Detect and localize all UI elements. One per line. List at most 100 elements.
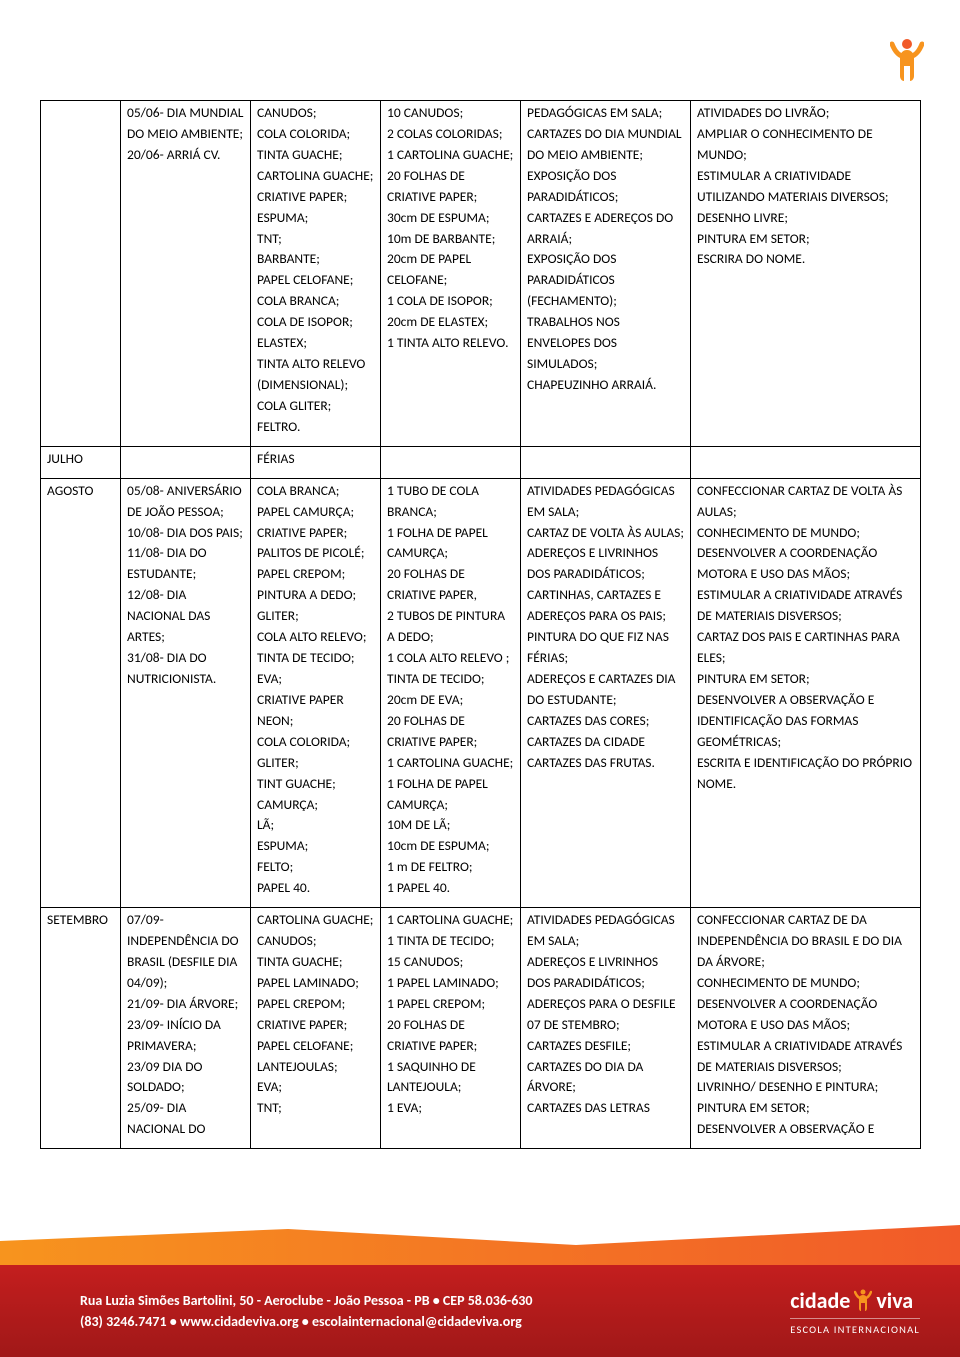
cell-line: DESENVOLVER A COORDENAÇÃO MOTORA E USO D… bbox=[697, 994, 914, 1036]
cell-line: 25/09- DIA NACIONAL DO bbox=[127, 1098, 244, 1140]
cell-line: 1 COLA ALTO RELEVO ; bbox=[387, 648, 514, 669]
table-cell: 05/06- DIA MUNDIAL DO MEIO AMBIENTE;20/0… bbox=[121, 101, 251, 447]
cell-line: CARTAZ DE VOLTA ÀS AULAS; bbox=[527, 523, 684, 544]
cell-line: PAPEL CELOFANE; bbox=[257, 270, 374, 291]
cell-line: JULHO bbox=[47, 449, 114, 470]
cell-line: LANTEJOULAS; bbox=[257, 1057, 374, 1078]
table-cell: JULHO bbox=[41, 446, 121, 478]
cell-line: 30cm DE ESPUMA; bbox=[387, 208, 514, 229]
cell-line: 10cm DE ESPUMA; bbox=[387, 836, 514, 857]
cell-line: CAMURÇA; bbox=[257, 795, 374, 816]
cell-line: PALITOS DE PICOLÉ; bbox=[257, 543, 374, 564]
cell-line: 20 FOLHAS DE CRIATIVE PAPER; bbox=[387, 166, 514, 208]
cell-line: CARTAZES DESFILE; bbox=[527, 1036, 684, 1057]
cell-line: 10 CANUDOS; bbox=[387, 103, 514, 124]
person-icon bbox=[890, 38, 924, 86]
table-cell: FÉRIAS bbox=[251, 446, 381, 478]
cell-line: CARTOLINA GUACHE; bbox=[257, 166, 374, 187]
cell-line: FELTRO. bbox=[257, 417, 374, 438]
footer-logo: cidade viva ESCOLA INTERNACIONAL bbox=[790, 1287, 920, 1336]
cell-line: ESCRITA E IDENTIFICAÇÃO DO PRÓPRIO NOME. bbox=[697, 753, 914, 795]
cell-line: PINTURA EM SETOR; bbox=[697, 229, 914, 250]
cell-line: TINTA DE TECIDO; bbox=[387, 669, 514, 690]
document-content: 05/06- DIA MUNDIAL DO MEIO AMBIENTE;20/0… bbox=[0, 0, 960, 1149]
table-row: SETEMBRO07/09- INDEPENDÊNCIA DO BRASIL (… bbox=[41, 908, 921, 1149]
cell-line: ESTIMULAR A CRIATIVIDADE ATRAVÉS DE MATE… bbox=[697, 1036, 914, 1078]
cell-line: LIVRINHO/ DESENHO E PINTURA; bbox=[697, 1077, 914, 1098]
cell-line: CARTAZES E ADEREÇOS DO ARRAIÁ; bbox=[527, 208, 684, 250]
footer-contact: Rua Luzia Simões Bartolini, 50 - Aeroclu… bbox=[80, 1290, 533, 1332]
brand-word-2: viva bbox=[876, 1287, 913, 1314]
footer-wave bbox=[0, 1225, 960, 1265]
cell-line: EXPOSIÇÃO DOS PARADIDÁTICOS (FECHAMENTO)… bbox=[527, 249, 684, 312]
table-cell bbox=[41, 101, 121, 447]
cell-line: BARBANTE; bbox=[257, 249, 374, 270]
cell-line: 20 FOLHAS DE CRIATIVE PAPER, bbox=[387, 564, 514, 606]
cell-line: 1 CARTOLINA GUACHE; bbox=[387, 753, 514, 774]
cell-line: ESPUMA; bbox=[257, 208, 374, 229]
cell-line: PAPEL CREPOM; bbox=[257, 994, 374, 1015]
cell-line: TINT GUACHE; bbox=[257, 774, 374, 795]
footer-address: Rua Luzia Simões Bartolini, 50 - Aeroclu… bbox=[80, 1292, 533, 1309]
cell-line: PINTURA A DEDO; bbox=[257, 585, 374, 606]
cell-line: 23/09- INÍCIO DA PRIMAVERA; bbox=[127, 1015, 244, 1057]
cell-line: CARTOLINA GUACHE; bbox=[257, 910, 374, 931]
cell-line: COLA DE ISOPOR; bbox=[257, 312, 374, 333]
cell-line: DESENHO LIVRE; bbox=[697, 208, 914, 229]
table-cell bbox=[121, 446, 251, 478]
cell-line: COLA BRANCA; bbox=[257, 481, 374, 502]
cell-line: 1 TUBO DE COLA BRANCA; bbox=[387, 481, 514, 523]
cell-line: 2 COLAS COLORIDAS; bbox=[387, 124, 514, 145]
cell-line: AGOSTO bbox=[47, 481, 114, 502]
cell-line: DESENVOLVER A COORDENAÇÃO MOTORA E USO D… bbox=[697, 543, 914, 585]
cell-line: PAPEL CELOFANE; bbox=[257, 1036, 374, 1057]
cell-line: CARTAZES DO DIA DA ÁRVORE; bbox=[527, 1057, 684, 1099]
cell-line: 05/06- DIA MUNDIAL DO MEIO AMBIENTE; bbox=[127, 103, 244, 145]
cell-line: CARTAZES DAS LETRAS bbox=[527, 1098, 684, 1119]
cell-line: LÃ; bbox=[257, 815, 374, 836]
table-cell bbox=[521, 446, 691, 478]
table-cell bbox=[381, 446, 521, 478]
cell-line: COLA GLITER; bbox=[257, 396, 374, 417]
cell-line: 1 EVA; bbox=[387, 1098, 514, 1119]
table-cell: 1 TUBO DE COLA BRANCA;1 FOLHA DE PAPEL C… bbox=[381, 478, 521, 907]
table-cell: ATIVIDADES DO LIVRÃO;AMPLIAR O CONHECIME… bbox=[691, 101, 921, 447]
cell-line: TNT; bbox=[257, 229, 374, 250]
cell-line: ATIVIDADES DO LIVRÃO; bbox=[697, 103, 914, 124]
cell-line: 1 PAPEL 40. bbox=[387, 878, 514, 899]
cell-line: CONHECIMENTO DE MUNDO; bbox=[697, 523, 914, 544]
table-cell: 10 CANUDOS;2 COLAS COLORIDAS;1 CARTOLINA… bbox=[381, 101, 521, 447]
cell-line: CRIATIVE PAPER; bbox=[257, 187, 374, 208]
cell-line: ESCRIRA DO NOME. bbox=[697, 249, 914, 270]
cell-line: 1 PAPEL LAMINADO; bbox=[387, 973, 514, 994]
cell-line: PINTURA EM SETOR; bbox=[697, 1098, 914, 1119]
brand-subtitle: ESCOLA INTERNACIONAL bbox=[790, 1318, 920, 1336]
cell-line: CRIATIVE PAPER; bbox=[257, 523, 374, 544]
cell-line: 15 CANUDOS; bbox=[387, 952, 514, 973]
cell-line: CANUDOS; bbox=[257, 103, 374, 124]
cell-line: TNT; bbox=[257, 1098, 374, 1119]
cell-line: COLA BRANCA; bbox=[257, 291, 374, 312]
cell-line: CONFECCIONAR CARTAZ DE VOLTA ÀS AULAS; bbox=[697, 481, 914, 523]
cell-line: PAPEL LAMINADO; bbox=[257, 973, 374, 994]
table-cell: 05/08- ANIVERSÁRIO DE JOÃO PESSOA;10/08-… bbox=[121, 478, 251, 907]
cell-line: AMPLIAR O CONHECIMENTO DE MUNDO; bbox=[697, 124, 914, 166]
cell-line: ADEREÇOS E LIVRINHOS DOS PARADIDÁTICOS; bbox=[527, 952, 684, 994]
cell-line: COLA COLORIDA; bbox=[257, 124, 374, 145]
cell-line: ESTIMULAR A CRIATIVIDADE ATRAVÉS DE MATE… bbox=[697, 585, 914, 627]
cell-line: ESTIMULAR A CRIATIVIDADE UTILIZANDO MATE… bbox=[697, 166, 914, 208]
cell-line: 05/08- ANIVERSÁRIO DE JOÃO PESSOA; bbox=[127, 481, 244, 523]
cell-line: FÉRIAS bbox=[257, 449, 374, 470]
table-cell: AGOSTO bbox=[41, 478, 121, 907]
cell-line: TRABALHOS NOS ENVELOPES DOS SIMULADOS; bbox=[527, 312, 684, 375]
cell-line: 23/09 DIA DO SOLDADO; bbox=[127, 1057, 244, 1099]
cell-line: ADEREÇOS E CARTAZES DIA DO ESTUDANTE; bbox=[527, 669, 684, 711]
table-row: 05/06- DIA MUNDIAL DO MEIO AMBIENTE;20/0… bbox=[41, 101, 921, 447]
cell-line: 1 SAQUINHO DE LANTEJOULA; bbox=[387, 1057, 514, 1099]
cell-line: 20cm DE ELASTEX; bbox=[387, 312, 514, 333]
cell-line: 1 PAPEL CREPOM; bbox=[387, 994, 514, 1015]
cell-line: 10/08- DIA DOS PAIS; bbox=[127, 523, 244, 544]
cell-line: GLITER; bbox=[257, 753, 374, 774]
cell-line: ATIVIDADES PEDAGÓGICAS EM SALA; bbox=[527, 481, 684, 523]
cell-line: CARTAZES DAS CORES; bbox=[527, 711, 684, 732]
